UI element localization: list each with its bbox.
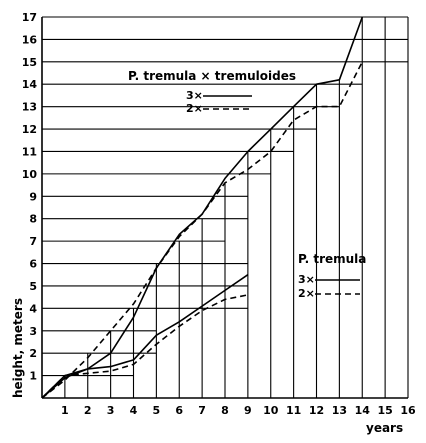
x-tick-label: 4 <box>130 404 138 417</box>
y-tick-label: 8 <box>29 213 37 226</box>
axes <box>41 17 408 399</box>
y-tick-label: 7 <box>29 235 37 248</box>
x-tick-label: 6 <box>175 404 183 417</box>
y-tick-label: 10 <box>22 168 38 181</box>
y-tick-label: 17 <box>22 11 37 24</box>
y-tick-label: 15 <box>22 56 37 69</box>
y-tick-label: 3 <box>29 325 37 338</box>
legend-hybrid-title: P. tremula × tremuloides <box>128 69 296 83</box>
x-tick-label: 8 <box>221 404 229 417</box>
y-tick-label: 1 <box>29 370 37 383</box>
series-line-hybrid-2x <box>41 61 364 399</box>
x-tick-label: 2 <box>84 404 92 417</box>
y-tick-label: 12 <box>22 123 37 136</box>
y-tick-label: 16 <box>22 33 38 46</box>
y-tick-label: 6 <box>29 258 37 271</box>
legend-tremula-2x-label: 2× <box>298 287 315 300</box>
y-tick-label: 5 <box>29 280 37 293</box>
y-tick-label: 2 <box>29 347 37 360</box>
x-axis-label: years <box>366 421 403 435</box>
series-lines <box>41 16 364 399</box>
x-tick-label: 16 <box>400 404 416 417</box>
y-tick-label: 14 <box>22 78 38 91</box>
y-tick-label: 13 <box>22 101 37 114</box>
x-tick-label: 5 <box>153 404 161 417</box>
legend-tremula-3x-label: 3× <box>298 273 315 286</box>
x-tick-label: 12 <box>309 404 324 417</box>
legend-tremula-title: P. tremula <box>298 252 366 266</box>
x-tick-label: 3 <box>107 404 115 417</box>
x-tick-label: 9 <box>244 404 252 417</box>
y-tick-label: 11 <box>22 145 37 158</box>
y-tick-label: 4 <box>29 302 37 315</box>
series-line-tremula-2x <box>41 294 249 399</box>
legend-tremula: P. tremula 3× 2× <box>298 252 366 300</box>
x-tick-label: 11 <box>286 404 301 417</box>
y-tick-label: 9 <box>29 190 37 203</box>
x-tick-label: 7 <box>198 404 206 417</box>
legend-hybrid-2x-label: 2× <box>186 102 203 115</box>
legend-hybrid: P. tremula × tremuloides 3× 2× <box>128 69 296 115</box>
x-tick-label: 10 <box>263 404 279 417</box>
x-tick-label: 15 <box>377 404 392 417</box>
legend-hybrid-3x-label: 3× <box>186 89 203 102</box>
x-tick-label: 13 <box>332 404 347 417</box>
series-line-tremula-3x <box>41 274 249 399</box>
x-tick-label: 1 <box>61 404 69 417</box>
y-axis-label: height, meters <box>11 298 25 398</box>
x-tick-label: 14 <box>355 404 371 417</box>
